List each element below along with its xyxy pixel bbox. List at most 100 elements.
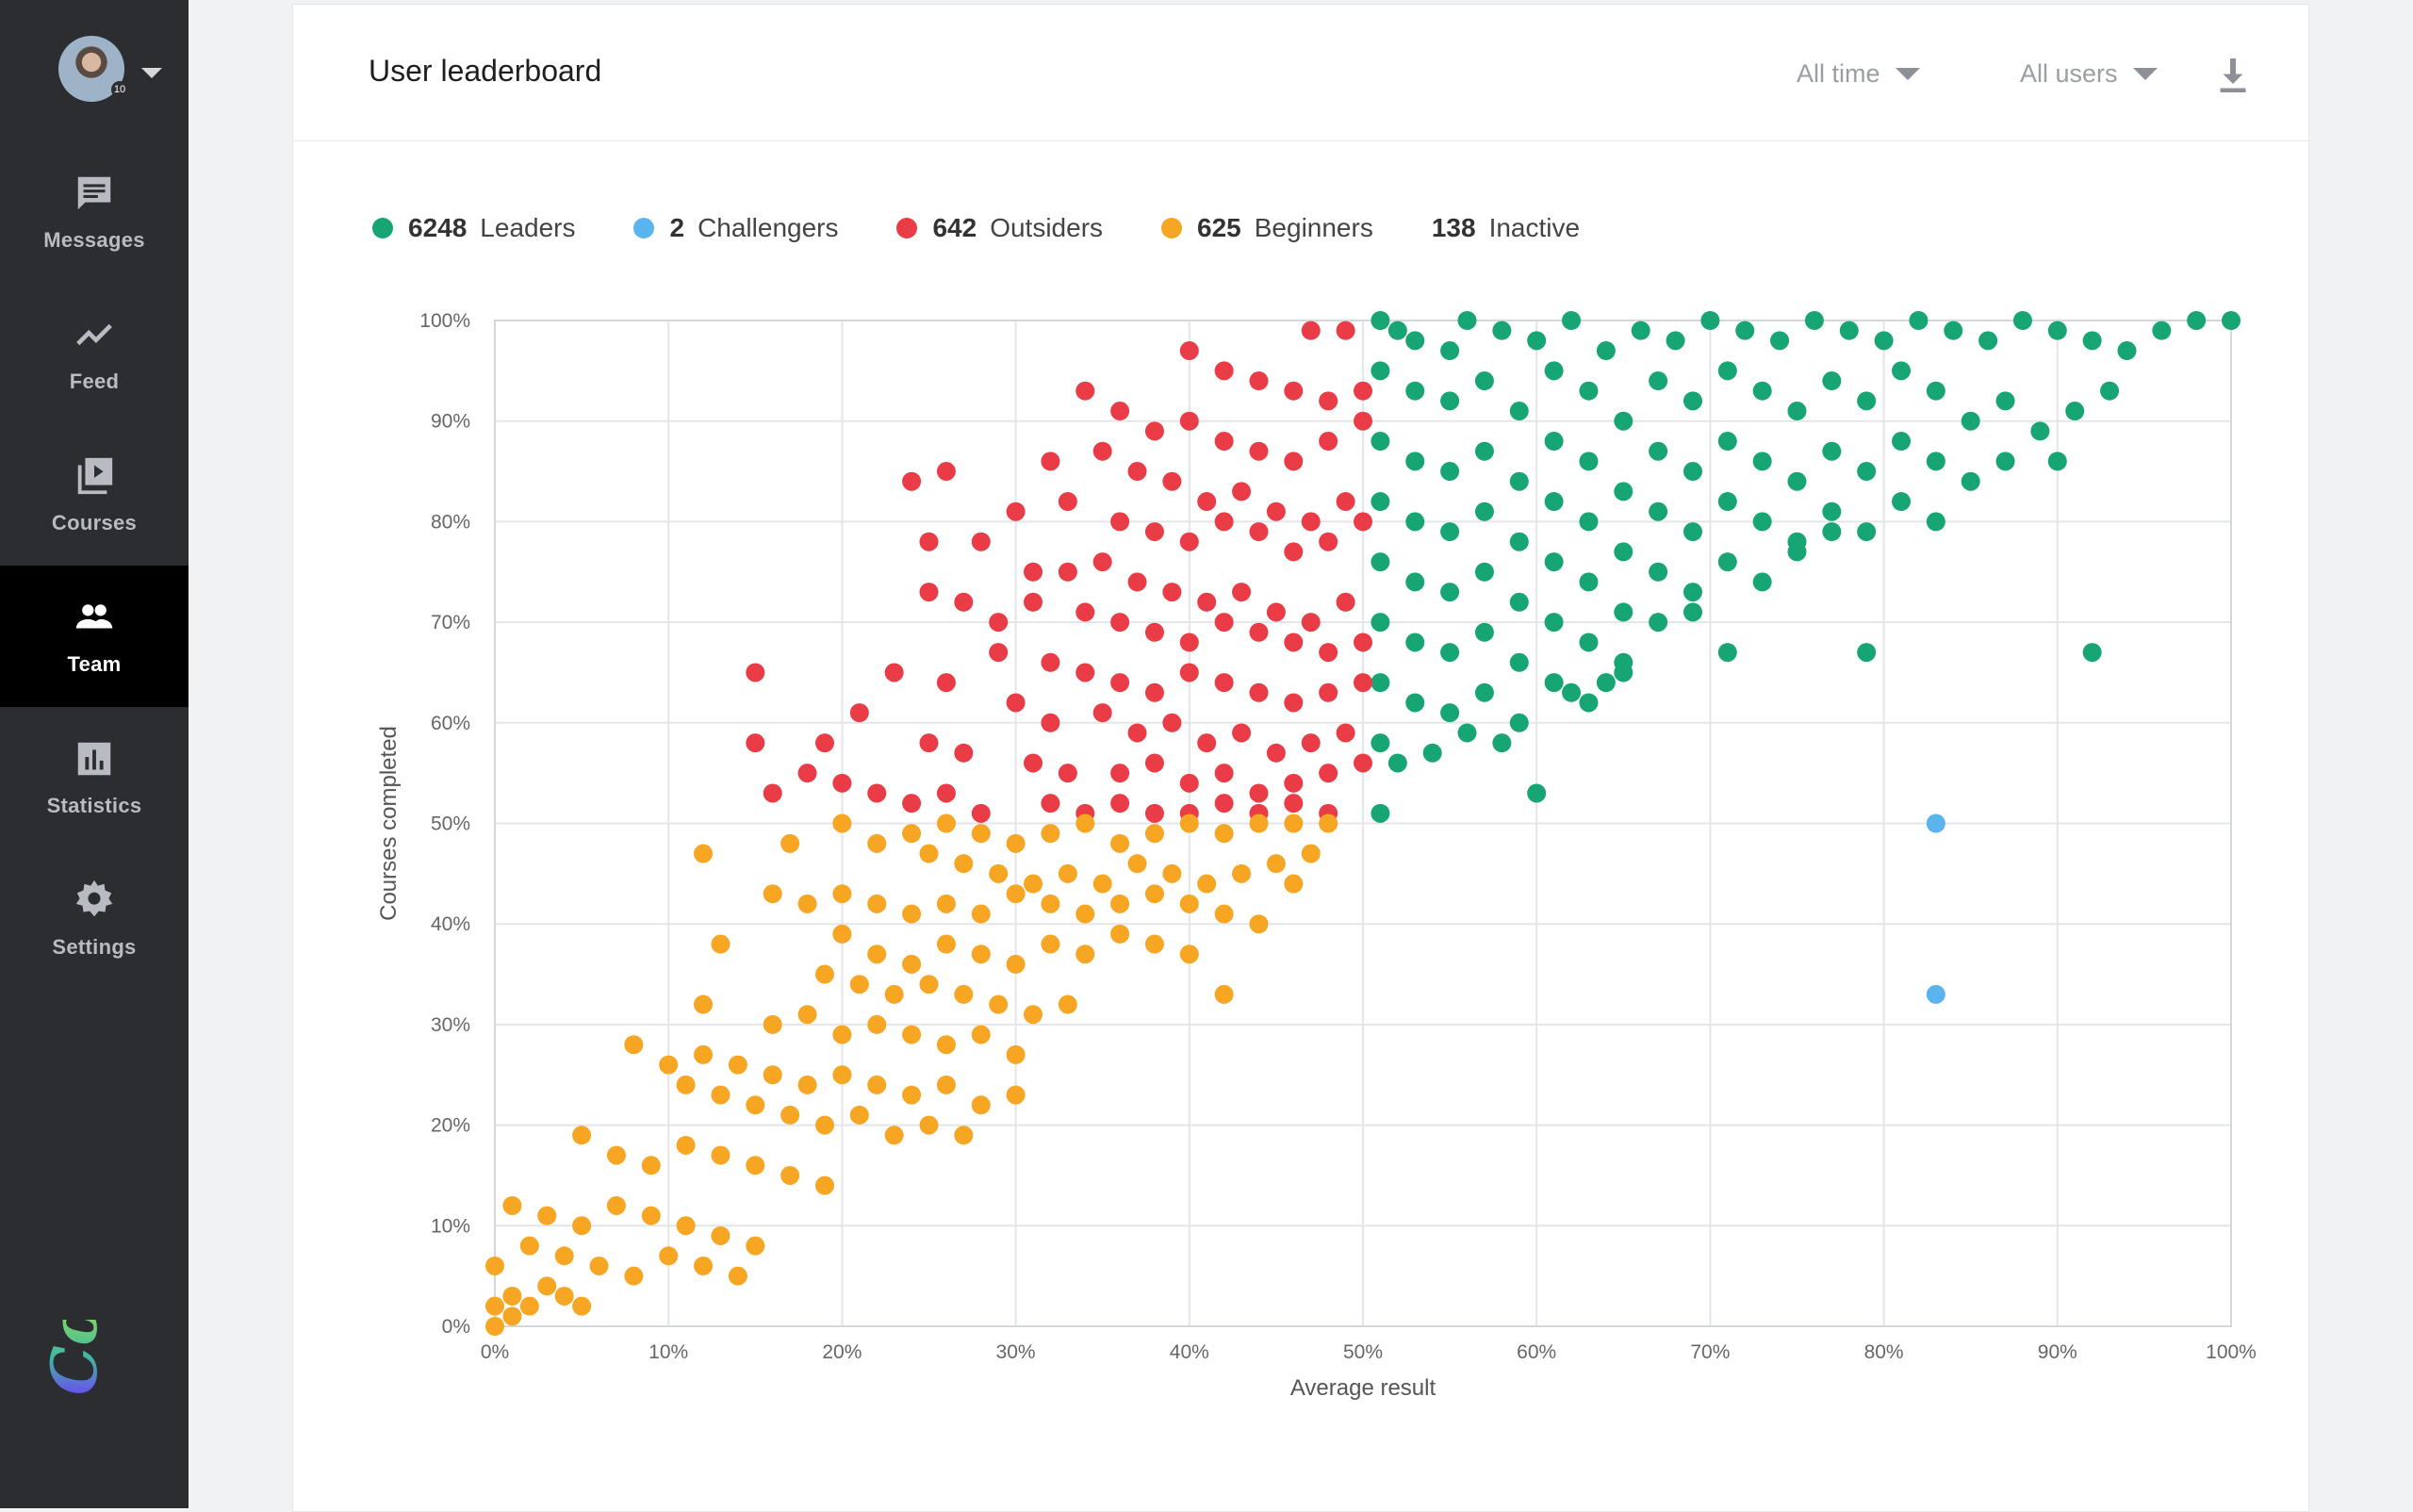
scatter-point-outsiders	[989, 613, 1009, 633]
y-tick-label: 20%	[431, 1115, 470, 1137]
y-tick-label: 60%	[431, 713, 470, 734]
leaderboard-card: User leaderboard All time All users	[292, 4, 2309, 1512]
scatter-point-leaders	[1926, 381, 1945, 401]
scatter-point-outsiders	[1075, 602, 1095, 622]
scatter-point-leaders	[1631, 320, 1650, 340]
sidebar-item-statistics[interactable]: Statistics	[0, 707, 189, 848]
scatter-point-outsiders	[1319, 764, 1338, 783]
scatter-point-leaders	[1405, 512, 1425, 532]
scatter-point-beginners	[485, 1317, 504, 1336]
scatter-point-leaders	[1405, 331, 1425, 351]
chevron-down-icon[interactable]	[141, 68, 162, 78]
legend-item-beginners[interactable]: 625 Beginners	[1161, 213, 1373, 243]
sidebar-item-team[interactable]: Team	[0, 566, 189, 707]
scatter-point-beginners	[589, 1256, 609, 1275]
scatter-point-leaders	[1474, 371, 1494, 391]
sidebar-item-feed[interactable]: Feed	[0, 283, 189, 424]
scatter-point-outsiders	[1110, 613, 1130, 633]
scatter-point-beginners	[606, 1145, 626, 1165]
legend-item-leaders[interactable]: 6248 Leaders	[372, 213, 575, 243]
legend-count: 138	[1431, 213, 1476, 242]
legend-item-outsiders[interactable]: 642 Outsiders	[896, 213, 1103, 243]
scatter-point-beginners	[867, 1014, 887, 1034]
scatter-point-leaders	[1371, 311, 1390, 330]
scatter-point-outsiders	[1301, 320, 1321, 340]
scatter-point-outsiders	[1232, 723, 1252, 743]
scatter-point-leaders	[1683, 583, 1702, 602]
scatter-point-leaders	[1474, 562, 1494, 582]
scatter-point-leaders	[2030, 421, 2050, 441]
scatter-point-outsiders	[919, 583, 939, 602]
card-header: User leaderboard All time All users	[293, 5, 2308, 141]
scatter-point-outsiders	[936, 673, 956, 693]
scatter-point-beginners	[797, 894, 817, 913]
scatter-point-leaders	[1405, 452, 1425, 471]
scatter-point-outsiders	[1197, 592, 1217, 612]
scatter-point-leaders	[1474, 682, 1494, 702]
scatter-point-outsiders	[1024, 562, 1043, 582]
scatter-point-beginners	[814, 1175, 834, 1195]
scatter-point-leaders	[1527, 331, 1547, 351]
scatter-point-leaders	[1649, 441, 1668, 461]
scatter-point-beginners	[1284, 874, 1304, 894]
scatter-point-leaders	[1978, 331, 1998, 351]
scatter-point-outsiders	[902, 794, 922, 814]
x-tick-label: 0%	[481, 1341, 509, 1363]
legend-item-challengers[interactable]: 2 Challengers	[633, 213, 838, 243]
scatter-point-leaders	[1440, 703, 1460, 723]
scatter-point-leaders	[1579, 633, 1599, 652]
scatter-point-leaders	[1440, 643, 1460, 663]
scatter-point-leaders	[1944, 320, 1963, 340]
sidebar-item-messages[interactable]: Messages	[0, 141, 189, 283]
sidebar-item-label: Settings	[52, 935, 137, 959]
scatter-point-leaders	[1492, 733, 1512, 753]
scatter-point-beginners	[694, 844, 714, 863]
scatter-point-outsiders	[1197, 492, 1217, 512]
scatter-point-beginners	[641, 1206, 661, 1225]
scatter-point-beginners	[485, 1296, 504, 1316]
legend-item-inactive[interactable]: 138 Inactive	[1432, 213, 1580, 243]
scatter-point-leaders	[1787, 542, 1807, 562]
scatter-point-beginners	[1041, 934, 1060, 954]
y-tick-label: 0%	[442, 1316, 470, 1338]
plot-border	[494, 320, 2232, 1327]
scatter-point-outsiders	[1354, 512, 1372, 532]
scatter-point-leaders	[1371, 552, 1390, 572]
avatar-badge: 10	[111, 81, 128, 98]
scatter-point-outsiders	[797, 764, 817, 783]
scatter-point-outsiders	[763, 783, 782, 803]
scatter-point-leaders	[2187, 311, 2207, 330]
scatter-point-beginners	[728, 1266, 747, 1286]
download-icon[interactable]	[2216, 57, 2250, 94]
scatter-point-outsiders	[1336, 320, 1355, 340]
scatter-point-beginners	[1214, 824, 1234, 844]
scatter-point-beginners	[711, 1145, 730, 1165]
sidebar-item-label: Team	[67, 652, 122, 676]
scatter-point-beginners	[624, 1035, 644, 1055]
scatter-point-outsiders	[1214, 794, 1234, 814]
scatter-point-outsiders	[1127, 462, 1147, 482]
users-filter-dropdown[interactable]: All users	[2020, 59, 2158, 89]
scatter-point-leaders	[1614, 482, 1633, 501]
scatter-point-leaders	[1995, 452, 2015, 471]
scatter-point-leaders	[1649, 613, 1668, 633]
scatter-point-leaders	[2222, 311, 2241, 330]
x-tick-label: 60%	[1517, 1341, 1556, 1363]
scatter-point-beginners	[936, 1035, 956, 1055]
user-avatar[interactable]: 10	[58, 36, 128, 102]
sidebar-item-settings[interactable]: Settings	[0, 848, 189, 990]
scatter-point-outsiders	[1179, 341, 1199, 361]
scatter-point-leaders	[1874, 331, 1894, 351]
scatter-point-outsiders	[989, 643, 1009, 663]
scatter-point-beginners	[641, 1156, 661, 1175]
time-filter-dropdown[interactable]: All time	[1797, 59, 1920, 89]
y-tick-label: 40%	[431, 913, 470, 935]
sidebar-item-courses[interactable]: Courses	[0, 424, 189, 566]
scatter-point-outsiders	[1214, 361, 1234, 381]
scatter-point-beginners	[780, 1105, 800, 1125]
scatter-point-beginners	[537, 1206, 557, 1225]
y-tick-label: 80%	[431, 511, 470, 533]
chevron-down-icon	[1895, 68, 1920, 80]
page-title: User leaderboard	[369, 54, 602, 88]
scatter-point-beginners	[1162, 863, 1182, 883]
